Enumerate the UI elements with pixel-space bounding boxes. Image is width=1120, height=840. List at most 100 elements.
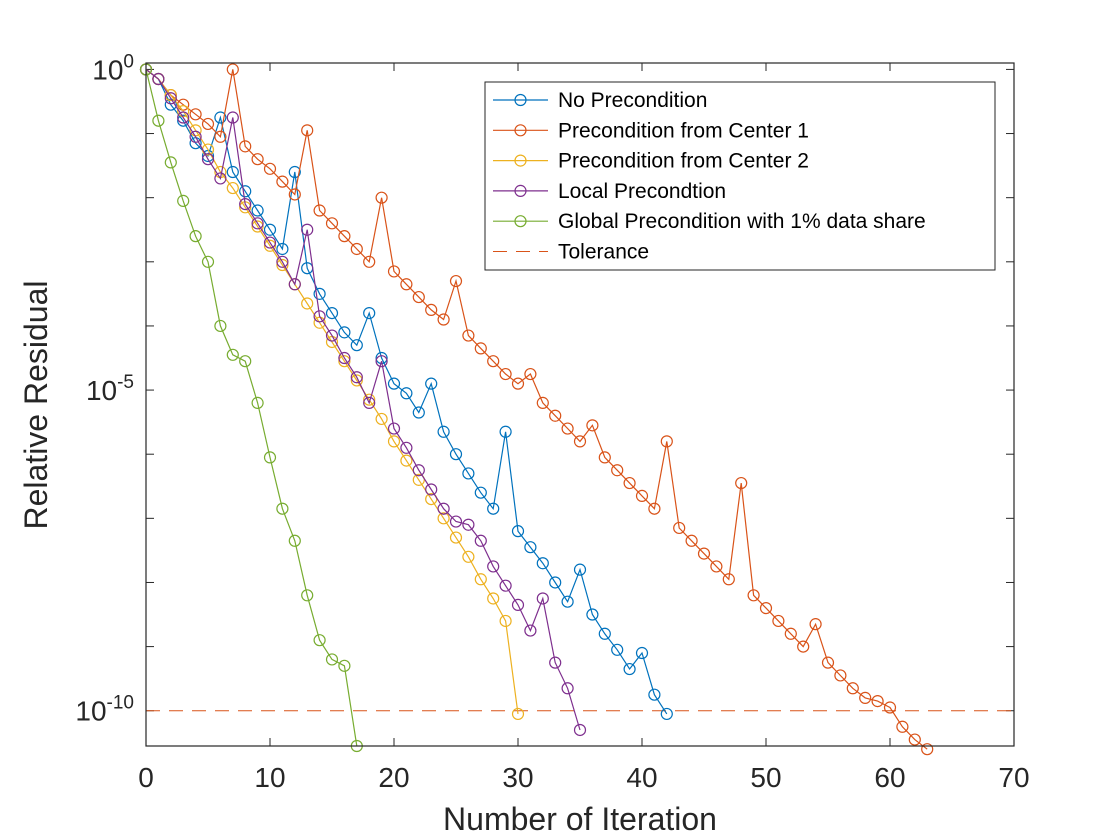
data-point xyxy=(598,451,611,464)
data-point xyxy=(573,435,587,448)
data-point xyxy=(859,691,872,705)
data-point xyxy=(499,614,512,628)
data-point xyxy=(363,255,376,268)
data-point xyxy=(474,534,487,547)
data-point xyxy=(288,278,301,291)
data-point xyxy=(400,454,413,467)
data-point xyxy=(251,220,264,233)
data-point xyxy=(214,130,227,143)
data-point xyxy=(350,371,363,384)
data-point xyxy=(524,541,537,554)
legend-item[interactable]: Global Precondition with 1% data share xyxy=(493,210,926,233)
data-point xyxy=(648,688,661,701)
data-point xyxy=(586,419,599,432)
x-axis-title: Number of Iteration xyxy=(443,801,717,837)
x-tick-label: 60 xyxy=(874,762,905,793)
data-point xyxy=(400,278,413,291)
data-point xyxy=(387,435,401,448)
data-point xyxy=(375,355,388,368)
data-point xyxy=(437,313,450,326)
y-axis-title: Relative Residual xyxy=(18,280,54,529)
series-line xyxy=(145,69,358,747)
data-point xyxy=(301,589,314,602)
legend[interactable]: No Precondition Precondition from Center … xyxy=(484,81,996,271)
data-point xyxy=(487,592,500,605)
data-point xyxy=(759,602,773,615)
data-point xyxy=(251,204,264,217)
data-point xyxy=(375,191,388,204)
data-point xyxy=(735,476,748,490)
y-tick-exponent: -10 xyxy=(107,693,134,714)
data-point xyxy=(536,592,549,605)
data-point xyxy=(660,707,673,721)
legend-marker xyxy=(514,154,527,167)
legend-item[interactable]: Tolerance xyxy=(493,241,649,264)
data-point xyxy=(710,560,723,573)
legend-label: Tolerance xyxy=(558,241,649,264)
data-point xyxy=(425,303,438,317)
y-tick-exponent: -5 xyxy=(117,372,134,393)
data-point xyxy=(263,239,277,252)
data-point xyxy=(437,512,450,525)
data-point xyxy=(412,406,425,419)
data-point xyxy=(685,534,698,547)
data-point xyxy=(449,531,463,544)
data-point xyxy=(251,217,264,230)
data-point xyxy=(288,188,301,201)
data-point xyxy=(896,720,909,733)
data-point xyxy=(214,172,227,185)
y-tick-base: 10 xyxy=(75,696,106,727)
data-point xyxy=(487,502,500,515)
data-point xyxy=(499,425,512,438)
series-3 xyxy=(139,63,525,721)
legend-item[interactable]: Precondition from Center 2 xyxy=(493,150,809,173)
data-point xyxy=(772,614,785,628)
data-point xyxy=(239,140,252,153)
data-point xyxy=(350,374,363,387)
data-point xyxy=(189,230,202,243)
data-point xyxy=(288,165,301,179)
series-line xyxy=(145,68,581,731)
legend-item[interactable]: Local Precondtion xyxy=(493,180,726,203)
data-point xyxy=(809,618,822,631)
data-point xyxy=(425,377,438,390)
data-point xyxy=(747,589,760,602)
data-point xyxy=(350,339,363,352)
data-point xyxy=(462,550,475,563)
data-point xyxy=(313,204,326,217)
data-point xyxy=(586,608,599,621)
x-tick-labels: 0 10 20 30 40 50 60 70 xyxy=(138,762,1029,793)
x-tick-label: 50 xyxy=(750,762,781,793)
data-point xyxy=(363,393,376,406)
data-point xyxy=(313,287,326,300)
data-point xyxy=(573,563,587,576)
data-point xyxy=(387,422,401,435)
data-point xyxy=(263,223,277,236)
data-point xyxy=(474,486,487,499)
legend-item[interactable]: Precondition from Center 1 xyxy=(493,119,809,142)
data-point xyxy=(511,598,525,612)
data-point xyxy=(784,627,797,640)
y-tick-base: 10 xyxy=(92,54,123,85)
data-point xyxy=(524,624,537,637)
series-2 xyxy=(139,63,934,756)
data-point xyxy=(722,573,735,586)
data-point xyxy=(263,162,277,175)
data-point xyxy=(189,130,202,143)
legend-label: No Precondition xyxy=(558,89,707,112)
data-point xyxy=(536,557,549,570)
axis-ticks xyxy=(145,63,1015,746)
legend-item[interactable]: No Precondition xyxy=(493,89,707,112)
data-point xyxy=(325,307,339,320)
data-point xyxy=(239,355,252,368)
data-point xyxy=(189,108,202,121)
data-point xyxy=(623,662,636,676)
x-tick-label: 0 xyxy=(138,762,154,793)
data-point xyxy=(561,595,574,608)
data-point xyxy=(635,646,649,660)
series-4 xyxy=(139,63,587,737)
x-tick-label: 40 xyxy=(626,762,657,793)
data-point xyxy=(821,656,835,669)
data-point xyxy=(226,181,239,195)
x-tick-label: 20 xyxy=(378,762,409,793)
